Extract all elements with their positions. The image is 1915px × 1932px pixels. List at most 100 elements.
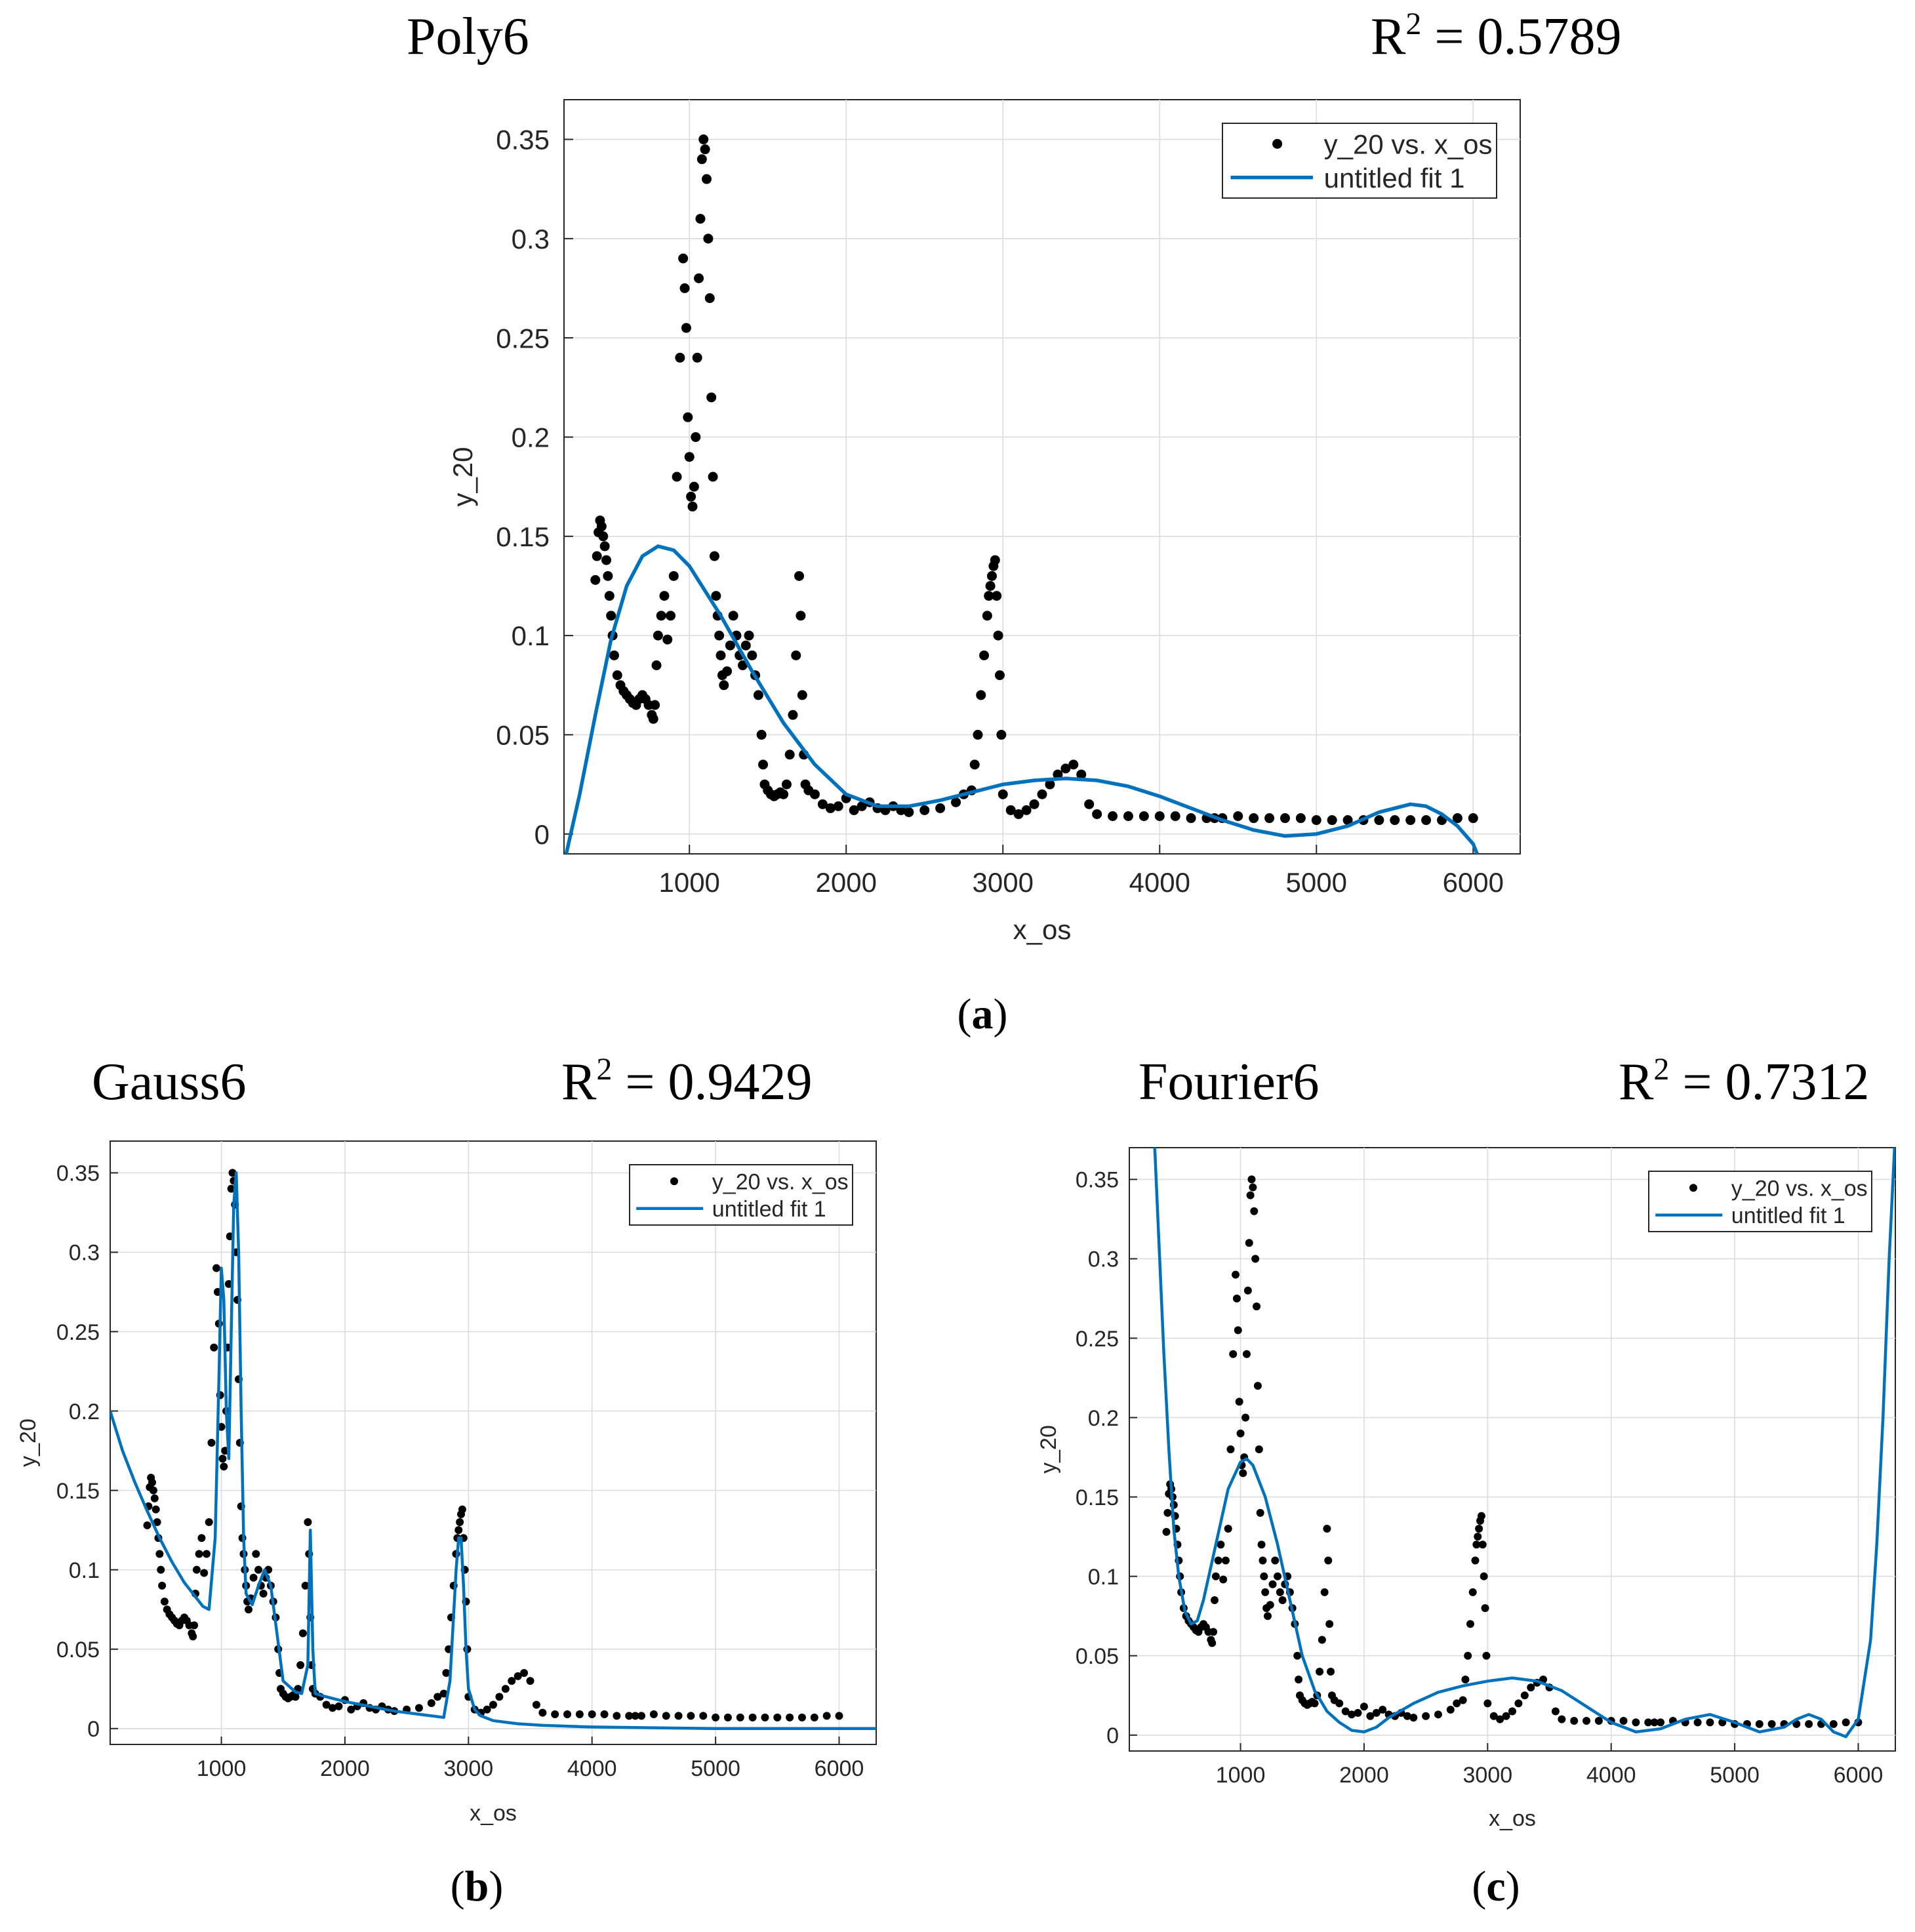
- data-point: [1434, 1710, 1442, 1719]
- data-point: [919, 805, 930, 815]
- data-point: [1767, 1720, 1776, 1728]
- data-point: [1261, 1588, 1270, 1596]
- data-point: [694, 273, 704, 283]
- data-point: [532, 1701, 540, 1709]
- data-point: [1246, 1191, 1255, 1199]
- data-point: [252, 1550, 260, 1558]
- data-point: [439, 1689, 448, 1698]
- data-point: [1480, 1572, 1488, 1580]
- data-point: [1233, 811, 1243, 821]
- data-point: [456, 1518, 464, 1527]
- data-point: [675, 352, 685, 363]
- data-point: [987, 571, 998, 581]
- data-point: [1453, 1699, 1461, 1708]
- data-point: [1084, 799, 1095, 809]
- panel-c: Fourier6 R2 = 0.7312 1000 2000 3000 4000 500…: [1036, 1052, 1896, 1910]
- x-tick-label: 4000: [567, 1756, 617, 1781]
- data-point: [1570, 1717, 1579, 1725]
- data-point: [1217, 1540, 1225, 1549]
- y-tick-label: 0.2: [1088, 1406, 1119, 1431]
- data-point: [753, 690, 763, 700]
- data-point: [347, 1705, 355, 1714]
- data-point: [1259, 1556, 1267, 1565]
- panel-b-plot: 1000 2000 3000 4000 5000 6000 0 0.05 0.1 0.15 0.2 0…: [16, 1140, 877, 1826]
- data-point: [786, 1713, 794, 1721]
- y-axis-label: y_20: [1036, 1425, 1061, 1474]
- data-point: [687, 501, 698, 512]
- data-point: [1354, 1708, 1362, 1717]
- legend-box: [1648, 1171, 1872, 1232]
- data-point: [291, 1693, 300, 1701]
- data-point: [1468, 1588, 1477, 1596]
- data-point: [259, 1590, 268, 1598]
- panel-b-caption: (b): [451, 1862, 504, 1910]
- data-point: [414, 1704, 423, 1712]
- data-point: [1242, 1350, 1251, 1358]
- data-point: [596, 521, 607, 532]
- data-point: [218, 1455, 227, 1463]
- data-point: [637, 1712, 646, 1720]
- data-point: [794, 571, 805, 581]
- data-point: [796, 611, 806, 621]
- data-point: [702, 174, 712, 184]
- data-point: [1496, 1715, 1504, 1723]
- panel-a: Poly6 R2 = 0.5789 1000 2000 3000 4000 5000 60…: [407, 7, 1621, 1038]
- data-point: [1464, 1651, 1472, 1660]
- data-point: [1249, 813, 1259, 824]
- data-point: [1327, 1667, 1335, 1676]
- data-point: [935, 803, 946, 813]
- data-point: [1310, 1699, 1319, 1708]
- data-point: [157, 1565, 165, 1574]
- data-point: [704, 293, 715, 304]
- data-point: [648, 714, 658, 724]
- data-point: [1657, 1718, 1665, 1727]
- data-point: [797, 690, 807, 700]
- x-tick-label: 2000: [1339, 1763, 1389, 1788]
- data-point: [613, 1712, 621, 1720]
- data-point: [501, 1685, 510, 1693]
- x-tick-label: 5000: [691, 1756, 740, 1781]
- data-point: [514, 1672, 522, 1680]
- x-tick-label: 6000: [1834, 1763, 1884, 1788]
- panel-c-caption-letter: c: [1486, 1862, 1505, 1910]
- data-point: [662, 634, 673, 645]
- data-point: [993, 630, 1003, 641]
- fit-line: [110, 1171, 876, 1731]
- data-point: [588, 1710, 596, 1718]
- data-point: [725, 640, 735, 651]
- data-point: [1280, 813, 1290, 824]
- data-point: [708, 472, 718, 482]
- data-point: [1372, 1708, 1381, 1717]
- data-point: [606, 611, 616, 621]
- y-tick-label: 0.2: [69, 1399, 100, 1424]
- panel-b-model-title: Gauss6: [92, 1053, 247, 1111]
- data-point: [1236, 1429, 1245, 1438]
- data-point: [951, 797, 961, 807]
- fit-line: [564, 544, 1480, 854]
- data-point: [1390, 815, 1400, 826]
- y-tick-label: 0.35: [496, 125, 550, 155]
- data-point: [1311, 815, 1321, 826]
- x-tick-label: 6000: [815, 1756, 864, 1781]
- data-point: [716, 650, 726, 660]
- data-point: [1154, 811, 1165, 821]
- data-point: [672, 472, 682, 482]
- data-point: [748, 1713, 757, 1721]
- data-point: [689, 481, 699, 492]
- data-point: [833, 801, 843, 811]
- data-point: [659, 591, 670, 601]
- data-point: [1249, 1183, 1257, 1192]
- data-point: [603, 571, 613, 581]
- y-tick-label: 0.15: [496, 521, 550, 552]
- data-point: [1232, 1270, 1240, 1279]
- data-point: [996, 729, 1007, 740]
- data-point: [207, 1439, 216, 1447]
- panel-b-r2-prefix: R: [561, 1053, 597, 1111]
- data-point: [1706, 1718, 1714, 1727]
- plot-area: [1129, 1147, 1896, 1752]
- data-point: [1211, 1572, 1220, 1580]
- data-point: [1403, 1712, 1411, 1720]
- data-point: [551, 1710, 559, 1718]
- data-point: [200, 1569, 209, 1577]
- data-point: [1483, 1699, 1492, 1708]
